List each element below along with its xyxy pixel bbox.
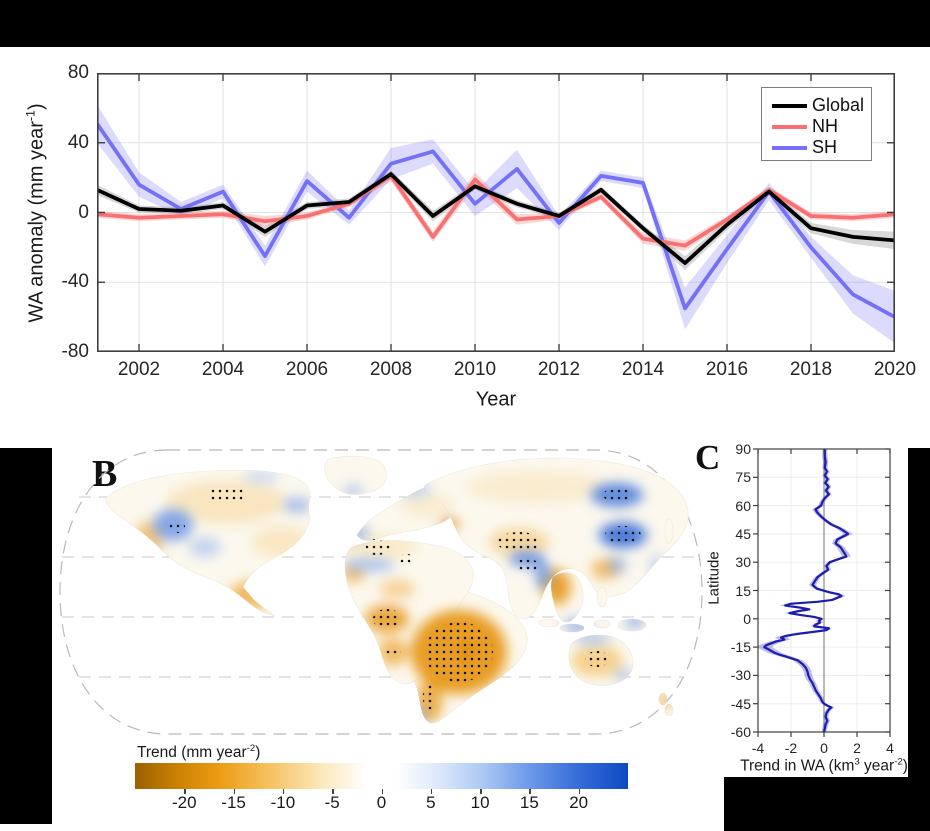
- panel-a-x-tick-label: 2014: [621, 359, 665, 380]
- colorbar-tick-mark: [529, 789, 531, 794]
- panel-a-x-tick-label: 2012: [537, 359, 581, 380]
- crop-mask-bottom-right: [724, 777, 930, 831]
- colorbar-tick-mark: [480, 789, 482, 794]
- sh-line-swatch: [772, 145, 807, 150]
- panel-a-y-tick-label: -40: [61, 271, 89, 293]
- colorbar-tick-mark: [282, 789, 285, 794]
- panel-a: WA anomaly (mm year-1) Year Global NH SH: [0, 47, 930, 447]
- crop-mask-top: [0, 0, 930, 47]
- panel-c-y-tick-label: 0: [743, 610, 751, 627]
- panel-c-x-tick-label: -2: [784, 740, 798, 756]
- panel-c-y-tick-label: -45: [730, 695, 751, 712]
- colorbar-tick-label: 0: [376, 793, 387, 812]
- nh-confidence-band: [97, 170, 895, 251]
- colorbar-tick-mark: [381, 789, 383, 794]
- island-sumatra: [538, 618, 560, 628]
- panel-a-x-tick-label: 2020: [873, 359, 917, 380]
- panel-c-x-tick-label: 0: [820, 740, 828, 756]
- trend-colorbar: [135, 763, 628, 789]
- colorbar-tick-label: 10: [470, 793, 490, 812]
- island-philippines: [596, 586, 608, 608]
- panel-a-x-tick-label: 2010: [453, 359, 497, 380]
- panel-a-y-tick-label: 40: [67, 131, 89, 153]
- panel-c-x-tick-label: 4: [886, 740, 894, 756]
- legend-label-sh: SH: [812, 137, 838, 157]
- colorbar-tick-label: -20: [172, 793, 197, 812]
- legend-row-sh: SH: [772, 137, 871, 158]
- island-japan: [664, 518, 674, 544]
- colorbar-tick-mark: [184, 789, 186, 794]
- panel-c-y-tick-label: 45: [735, 525, 751, 542]
- sh-confidence-band: [97, 104, 895, 344]
- panel-c-y-tick-label: 90: [735, 441, 751, 457]
- colorbar-tick-label: -10: [270, 793, 296, 812]
- panel-c-y-tick-label: 30: [735, 554, 751, 571]
- panel-a-legend: Global NH SH: [761, 87, 872, 161]
- panel-c-ylabel: Latitude: [705, 551, 723, 605]
- crop-mask-right: [908, 448, 930, 778]
- colorbar-title: Trend (mm year-2): [137, 743, 261, 762]
- nh-line-swatch: [772, 124, 807, 129]
- panel-a-y-tick-label: 80: [67, 62, 89, 83]
- panel-a-x-tick-label: 2008: [369, 359, 413, 380]
- panel-c-y-tick-label: -60: [730, 724, 751, 740]
- panel-a-x-tick-label: 2002: [117, 359, 161, 380]
- map-stippling-dots: [169, 487, 641, 711]
- panel-c-x-tick-label: 2: [853, 740, 861, 756]
- panel-c-x-tick-label: -4: [751, 740, 765, 756]
- panel-c-xlabel: Trend in WA (km3 year-2): [740, 756, 908, 775]
- legend-label-nh: NH: [812, 116, 838, 136]
- panel-a-x-tick-label: 2016: [705, 359, 749, 380]
- panel-a-y-tick-label: 0: [78, 201, 89, 223]
- panel-a-x-tick-label: 2006: [285, 359, 329, 380]
- sh-series-line: [97, 122, 895, 319]
- panel-a-plot: [97, 73, 895, 352]
- panel-a-x-tick-label: 2018: [789, 359, 833, 380]
- continent-greenland: [324, 455, 387, 495]
- colorbar-tick-label: 5: [426, 793, 436, 812]
- colorbar-tick-mark: [578, 789, 581, 794]
- panel-a-x-tick-label: 2004: [201, 359, 245, 380]
- panel-c-y-tick-label: 60: [735, 497, 751, 514]
- panel-b-map: [59, 449, 703, 735]
- colorbar-tick-label: -5: [324, 793, 340, 812]
- panel-a-xlabel: Year: [475, 388, 517, 411]
- legend-label-global: Global: [812, 95, 865, 115]
- colorbar-tick-label: -15: [221, 793, 246, 812]
- crop-mask-left: [0, 448, 52, 824]
- island-sulawesi: [593, 619, 611, 629]
- panel-a-ylabel: WA anomaly (mm year-1): [23, 103, 48, 323]
- latitude-profile-band: [756, 449, 853, 732]
- colorbar-tick-label: 15: [519, 793, 539, 812]
- colorbar-tick-mark: [233, 789, 236, 794]
- colorbar-tick-mark: [430, 789, 433, 794]
- panel-c-y-tick-label: -30: [730, 667, 751, 684]
- panel-a-y-tick-label: -80: [61, 341, 89, 362]
- legend-row-global: Global: [772, 95, 871, 116]
- global-series-line: [97, 172, 895, 265]
- panel-c-y-tick-label: -15: [730, 639, 751, 656]
- colorbar-tick-label: 20: [569, 793, 589, 812]
- panel-b-label: B: [92, 453, 118, 495]
- global-line-swatch: [772, 103, 807, 108]
- panel-c-y-tick-label: 75: [735, 469, 751, 486]
- colorbar-tick-mark: [332, 789, 334, 794]
- panel-c-plot: [753, 448, 891, 737]
- panel-c-y-tick-label: 15: [735, 582, 751, 599]
- latitude-profile-line: [763, 449, 850, 733]
- panel-c-label: C: [695, 438, 721, 477]
- legend-row-nh: NH: [772, 116, 871, 137]
